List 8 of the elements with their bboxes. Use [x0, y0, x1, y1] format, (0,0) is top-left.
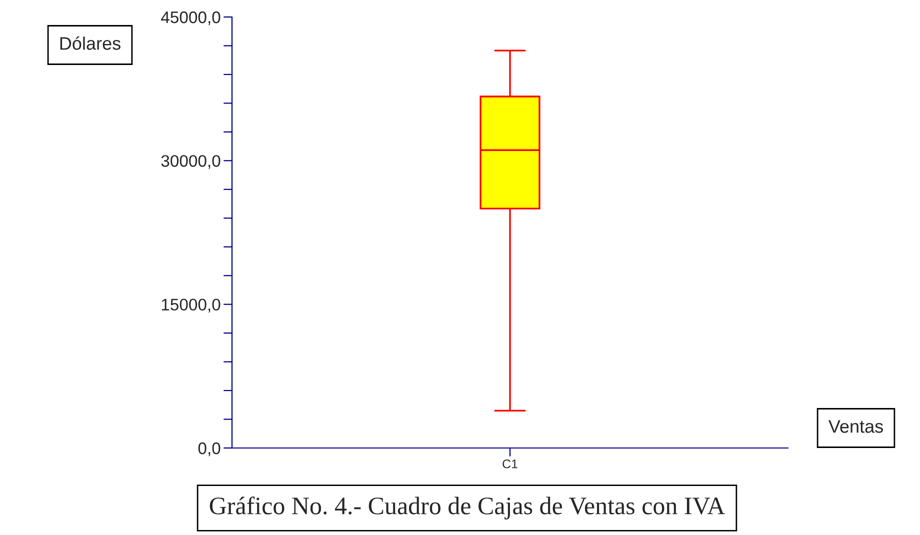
y-tick-label: 0,0: [198, 442, 220, 456]
text: Gráfico No. 4.- Cuadro de Cajas de Ventas con IVA: [210, 496, 725, 520]
y-tick-label: 15000,0: [162, 298, 220, 313]
y-tick-label: 45000,0: [161, 11, 220, 26]
x-tick-label: C1: [502, 459, 518, 468]
x-axis-title: Ventas: [828, 420, 883, 433]
y-axis-title: Dólares: [60, 36, 120, 50]
y-tick-label: 30000,0: [161, 155, 220, 169]
